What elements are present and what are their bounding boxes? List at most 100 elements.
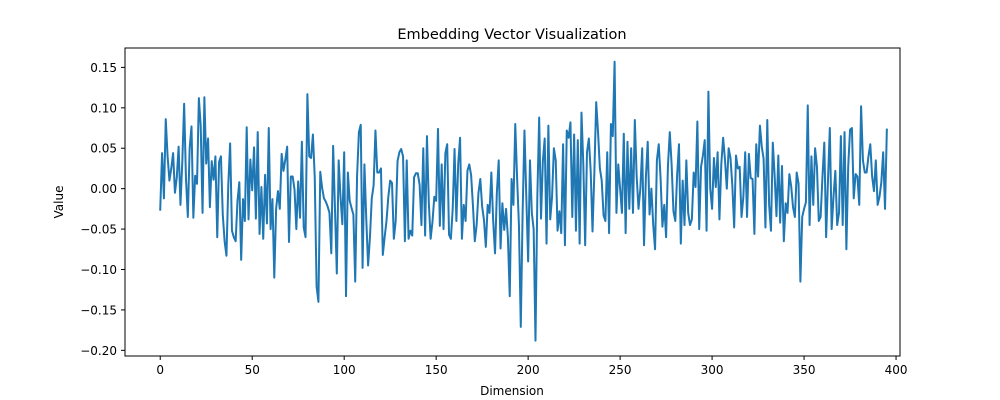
data-point — [882, 151, 884, 153]
data-point — [490, 171, 492, 173]
data-point — [516, 177, 518, 179]
data-point — [672, 210, 674, 212]
data-point — [684, 224, 686, 226]
data-point — [551, 196, 553, 198]
data-point — [476, 224, 478, 226]
data-point — [496, 192, 498, 194]
data-point — [470, 174, 472, 176]
data-point — [249, 159, 251, 161]
data-point — [685, 159, 687, 161]
data-point — [367, 264, 369, 266]
data-point — [345, 295, 347, 297]
data-point — [838, 212, 840, 214]
data-point — [741, 216, 743, 218]
data-point — [211, 160, 213, 162]
data-point — [338, 159, 340, 161]
data-point — [621, 212, 623, 214]
data-point — [328, 212, 330, 214]
data-point — [428, 201, 430, 203]
data-point — [231, 230, 233, 232]
data-point — [523, 129, 525, 131]
data-point — [275, 208, 277, 210]
data-point — [805, 201, 807, 203]
data-point — [580, 112, 582, 114]
data-point — [617, 163, 619, 165]
data-point — [836, 224, 838, 226]
data-point — [772, 142, 774, 144]
data-point — [415, 172, 417, 174]
data-point — [606, 151, 608, 153]
data-point — [601, 180, 603, 182]
data-point — [720, 163, 722, 165]
x-axis-ticks: 0 50 100 150 200 250 300 350 400 — [156, 356, 907, 377]
data-point — [579, 243, 581, 245]
data-point — [319, 171, 321, 173]
data-point — [178, 146, 180, 148]
data-point — [479, 178, 481, 180]
data-point — [409, 230, 411, 232]
data-point — [312, 134, 314, 136]
data-point — [750, 177, 752, 179]
data-point — [424, 235, 426, 237]
data-point — [761, 146, 763, 148]
data-point — [439, 225, 441, 227]
data-point — [660, 177, 662, 179]
data-point — [880, 181, 882, 183]
data-point — [255, 218, 257, 220]
data-point — [244, 220, 246, 222]
plot-area — [159, 60, 888, 342]
data-point — [612, 135, 614, 137]
data-point — [316, 285, 318, 287]
data-point — [715, 186, 717, 188]
data-point — [566, 129, 568, 131]
y-tick-label: −0.10 — [80, 263, 117, 277]
data-point — [518, 224, 520, 226]
data-point — [360, 124, 362, 126]
data-point — [555, 159, 557, 161]
data-point — [610, 123, 612, 125]
y-tick-label: 0.05 — [90, 142, 117, 156]
data-point — [165, 118, 167, 120]
data-point — [709, 188, 711, 190]
x-tick-label: 0 — [156, 363, 164, 377]
data-point — [503, 229, 505, 231]
data-point — [426, 135, 428, 137]
data-point — [649, 214, 651, 216]
data-point — [220, 155, 222, 157]
data-point — [584, 244, 586, 246]
data-point — [735, 155, 737, 157]
data-point — [641, 147, 643, 149]
data-point — [671, 163, 673, 165]
data-point — [573, 134, 575, 136]
data-point — [242, 198, 244, 200]
data-point — [549, 218, 551, 220]
data-point — [680, 243, 682, 245]
data-point — [821, 176, 823, 178]
data-point — [330, 252, 332, 254]
data-point — [867, 155, 869, 157]
data-point — [788, 173, 790, 175]
x-tick-label: 300 — [701, 363, 724, 377]
data-point — [755, 143, 757, 145]
data-point — [284, 159, 286, 161]
data-point — [299, 217, 301, 219]
data-point — [748, 153, 750, 155]
data-point — [325, 201, 327, 203]
data-point — [766, 119, 768, 121]
data-point — [636, 176, 638, 178]
data-point — [639, 188, 641, 190]
data-point — [187, 216, 189, 218]
data-point — [336, 273, 338, 275]
data-point — [542, 160, 544, 162]
data-point — [297, 180, 299, 182]
data-point — [665, 236, 667, 238]
data-point — [753, 233, 755, 235]
data-point — [654, 248, 656, 250]
data-point — [492, 220, 494, 222]
data-point — [477, 192, 479, 194]
data-point — [461, 238, 463, 240]
data-point — [413, 176, 415, 178]
data-point — [306, 93, 308, 95]
data-point — [801, 216, 803, 218]
data-point — [354, 281, 356, 283]
